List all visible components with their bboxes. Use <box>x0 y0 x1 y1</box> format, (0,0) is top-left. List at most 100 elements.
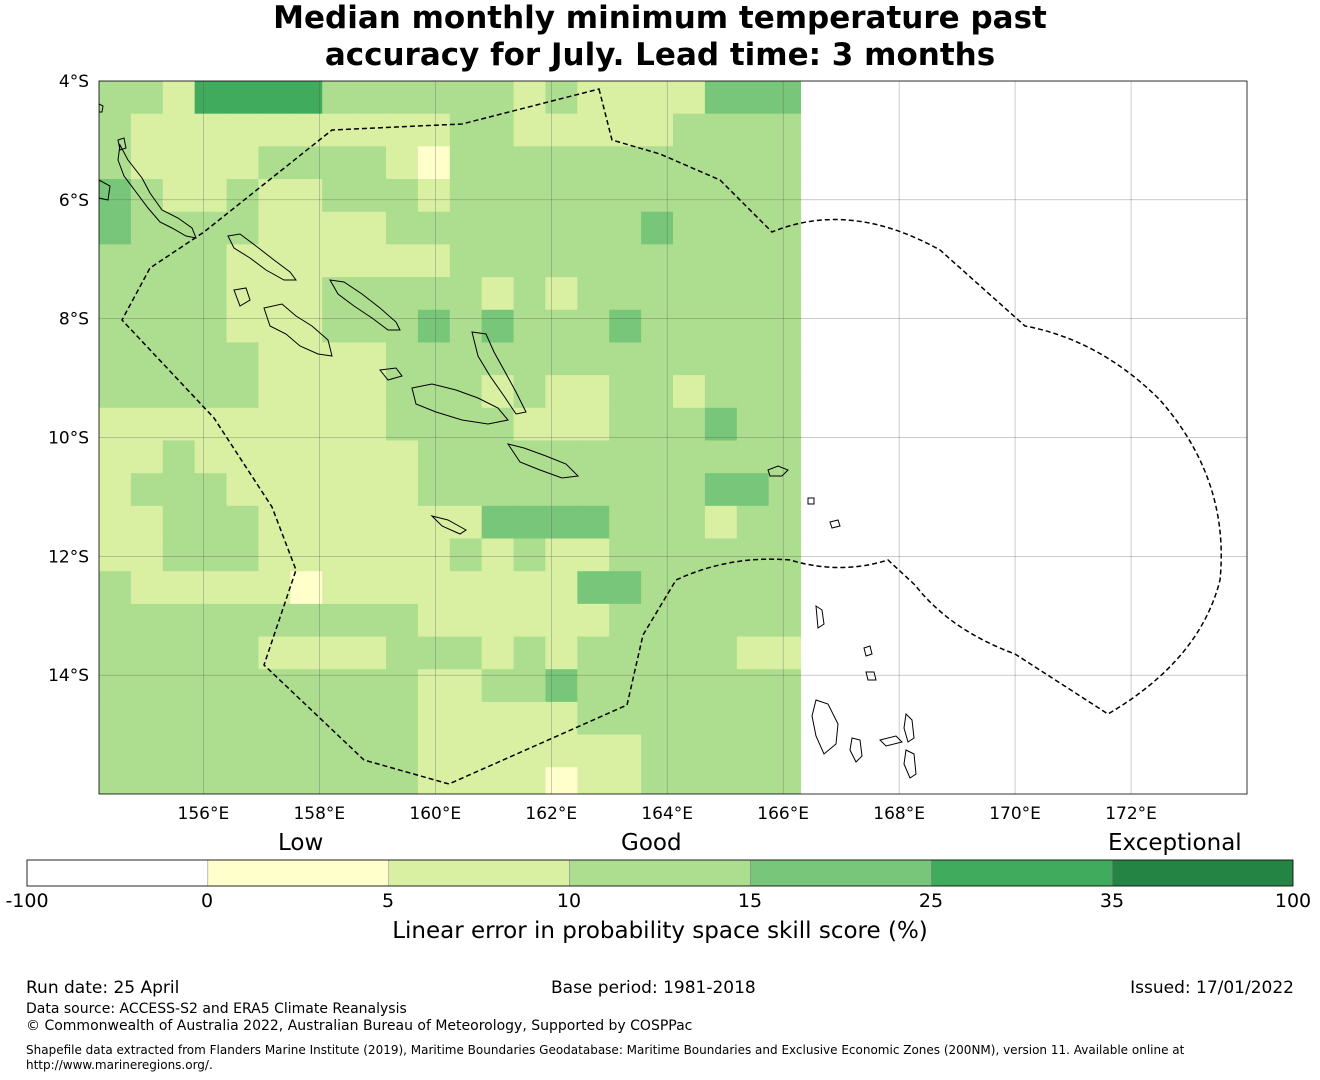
grid-cell <box>417 701 451 736</box>
grid-cell <box>641 701 674 736</box>
grid-cell <box>386 636 419 670</box>
grid-cell <box>162 244 196 278</box>
grid-cell <box>194 603 228 638</box>
grid-cell <box>673 701 706 736</box>
grid-cell <box>354 244 387 278</box>
grid-cell <box>449 669 483 703</box>
grid-cell <box>736 81 770 115</box>
grid-cell <box>704 146 738 180</box>
grid-cell <box>577 473 610 507</box>
grid-cell <box>162 342 196 376</box>
grid-cell <box>513 81 546 115</box>
grid-cell <box>322 81 355 115</box>
grid-cell <box>768 211 802 245</box>
grid-cell <box>258 81 291 115</box>
grid-cell <box>322 538 355 572</box>
grid-cell <box>417 505 451 540</box>
grid-cell <box>130 81 164 115</box>
grid-cell <box>322 277 355 311</box>
grid-cell <box>768 375 802 409</box>
grid-cell <box>481 211 515 245</box>
grid-cell <box>641 571 674 605</box>
grid-cell <box>704 375 738 409</box>
grid-cell <box>162 669 196 703</box>
grid-cell <box>354 505 387 540</box>
grid-cell <box>194 701 228 736</box>
base-period: Base period: 1981-2018 <box>551 978 756 998</box>
grid-cell <box>704 636 738 670</box>
grid-cell <box>704 342 738 376</box>
grid-cell <box>290 179 323 213</box>
grid-cell <box>130 244 164 278</box>
island-malekula <box>849 737 863 763</box>
grid-cell <box>609 407 642 441</box>
grid-cell <box>641 244 674 278</box>
grid-cell <box>99 603 132 638</box>
grid-cell <box>641 211 674 245</box>
grid-cell <box>226 407 259 441</box>
grid-cell <box>736 767 770 794</box>
grid-cell <box>258 309 291 343</box>
grid-cell <box>736 211 770 245</box>
legend-tick: 35 <box>1099 890 1125 912</box>
grid-cell <box>417 538 451 572</box>
grid-cell <box>99 636 132 670</box>
grid-cell <box>194 734 228 768</box>
latitude-labels: 4°S 6°S 8°S 10°S 12°S 14°S <box>48 72 89 686</box>
grid-cell <box>673 277 706 311</box>
grid-cell <box>609 179 642 213</box>
grid-cell <box>322 636 355 670</box>
grid-cell <box>673 81 706 115</box>
grid-cell <box>258 440 291 474</box>
grid-cell <box>609 146 642 180</box>
grid-cell <box>673 636 706 670</box>
grid-cell <box>162 767 196 794</box>
grid-cell <box>545 179 578 213</box>
grid-cell <box>130 277 164 311</box>
grid-cell <box>736 538 770 572</box>
island-vella-lavella <box>233 287 251 307</box>
grid-cell <box>641 636 674 670</box>
grid-cell <box>226 146 259 180</box>
grid-cell <box>290 603 323 638</box>
grid-cell <box>417 309 451 343</box>
shapefile-credit-url[interactable]: http://www.marineregions.org/. <box>26 1058 213 1072</box>
grid-cell <box>417 571 451 605</box>
grid-cell <box>162 538 196 572</box>
grid-cell <box>130 571 164 605</box>
grid-cell <box>673 669 706 703</box>
grid-cell <box>641 179 674 213</box>
grid-cell <box>673 407 706 441</box>
grid-cell <box>417 603 451 638</box>
grid-cell <box>194 309 228 343</box>
grid-cell <box>768 669 802 703</box>
grid-cell <box>545 571 578 605</box>
grid-cell <box>609 603 642 638</box>
grid-cell <box>545 375 578 409</box>
grid-cell <box>258 113 291 147</box>
latitude-label: 8°S <box>59 310 89 330</box>
legend-category-good: Good <box>621 830 682 856</box>
legend-category-low: Low <box>278 830 324 856</box>
grid-cell <box>99 179 132 213</box>
grid-cell <box>768 277 802 311</box>
island-utupua <box>807 497 815 505</box>
legend-tick: -100 <box>5 890 49 912</box>
grid-cell <box>513 440 546 474</box>
grid-cell <box>322 342 355 376</box>
grid-cell <box>449 440 483 474</box>
grid-cell <box>194 571 228 605</box>
grid-cell <box>481 538 515 572</box>
issued-date: Issued: 17/01/2022 <box>1130 978 1294 998</box>
grid-cell <box>226 211 259 245</box>
island-torres <box>815 605 825 629</box>
grid-cell <box>130 669 164 703</box>
grid-cell <box>704 473 738 507</box>
island-espiritu-santo <box>811 699 839 755</box>
longitude-label: 172°E <box>1105 804 1157 824</box>
grid-cell <box>449 734 483 768</box>
grid-cell <box>194 211 228 245</box>
longitude-label: 160°E <box>409 804 461 824</box>
grid-cell <box>386 277 419 311</box>
grid-cell <box>577 440 610 474</box>
